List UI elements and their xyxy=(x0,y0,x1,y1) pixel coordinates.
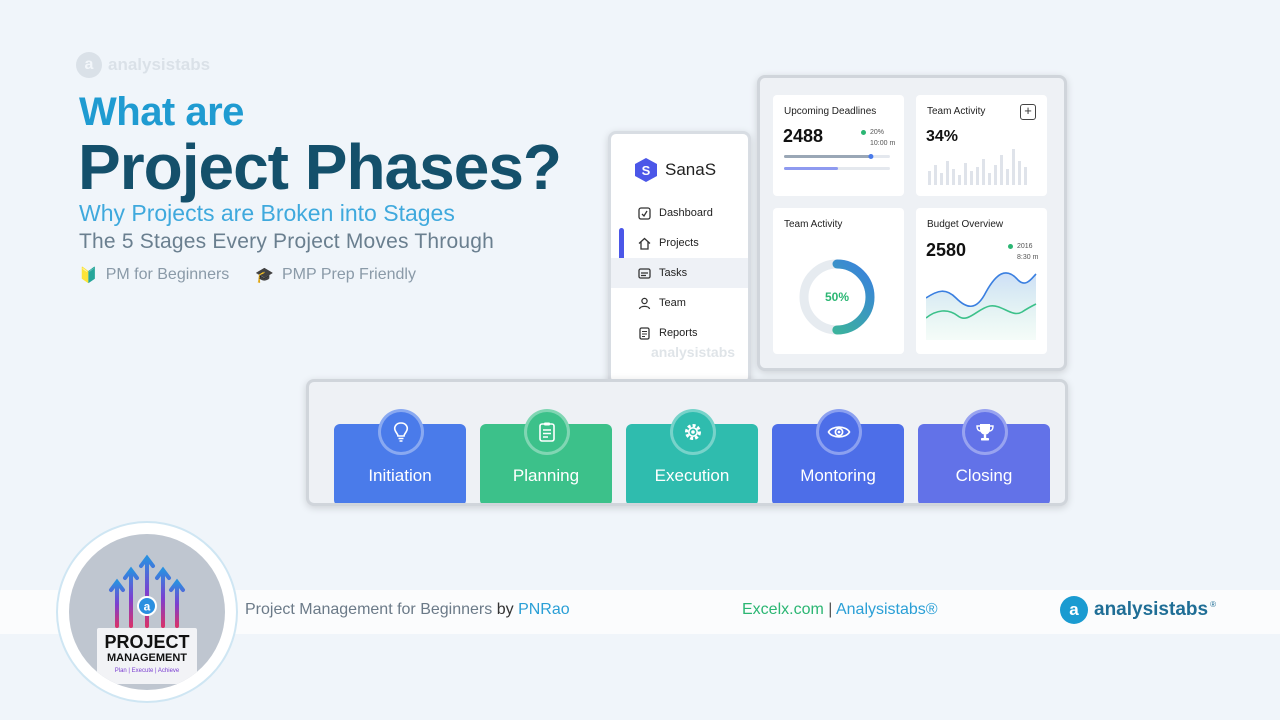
watermark-logo: a analysistabs xyxy=(76,52,210,78)
user-icon xyxy=(637,296,651,310)
deadline-secondary-fill xyxy=(784,167,838,170)
badge-title: PROJECT xyxy=(104,632,190,652)
mini-stat: 20% 10:00 m xyxy=(861,127,895,149)
upcoming-deadlines-tile[interactable]: Upcoming Deadlines 2488 20% 10:00 m xyxy=(773,95,904,196)
sidebar-item-label: Team xyxy=(659,297,686,309)
eye-icon xyxy=(816,409,862,455)
sidebar-brand[interactable]: S SanaS xyxy=(635,158,716,182)
deadline-progress-bars xyxy=(784,154,890,170)
deadline-progress-fill xyxy=(784,155,871,158)
footer-course-credit: Project Management for Beginners by PNRa… xyxy=(245,601,570,619)
sidebar-item-reports[interactable]: Reports xyxy=(611,318,748,348)
course-badge-inner: a PROJECT MANAGEMENT Plan | Execute | Ac… xyxy=(69,534,225,690)
footer-course: Project Management for Beginners xyxy=(245,601,493,618)
phase-monitoring[interactable]: Montoring xyxy=(772,409,904,503)
footer-author[interactable]: PNRao xyxy=(518,601,570,618)
badge-plate xyxy=(97,628,197,684)
stat-year: 2016 xyxy=(1017,243,1033,250)
phases-panel: Initiation Planning Execution Montoring … xyxy=(306,379,1068,506)
team-activity-ring-tile[interactable]: Team Activity 50% xyxy=(773,208,904,354)
hero-tags: 🔰 PM for Beginners 🎓 PMP Prep Friendly xyxy=(79,266,416,284)
footer-by: by xyxy=(496,601,514,618)
trophy-icon xyxy=(962,409,1008,455)
watermark-text: analysistabs xyxy=(108,55,211,74)
sidebar-item-label: Reports xyxy=(659,327,698,339)
sidebar-nav: Dashboard Projects Tasks Team Reports xyxy=(611,198,748,348)
hero-small-title: What are xyxy=(79,90,244,134)
phase-initiation[interactable]: Initiation xyxy=(334,409,466,503)
budget-line-chart xyxy=(926,272,1037,340)
lightbulb-icon xyxy=(378,409,424,455)
deadline-progress-knob xyxy=(868,154,874,159)
tile-title: Team Activity xyxy=(784,219,843,230)
ring-value: 50% xyxy=(825,290,849,304)
phase-label: Initiation xyxy=(368,466,432,485)
tasks-icon xyxy=(637,266,651,280)
footer-brand-text: analysistabs xyxy=(1094,599,1209,620)
analysistabs-logo-icon: a xyxy=(1060,596,1088,624)
brand-name: SanaS xyxy=(665,160,717,179)
beginner-badge-icon: 🔰 xyxy=(79,267,98,284)
stat-time: 10:00 m xyxy=(870,140,896,147)
phase-execution[interactable]: Execution xyxy=(626,409,758,503)
phase-label: Execution xyxy=(654,466,730,485)
tag-pm-beginners: PM for Beginners xyxy=(105,266,230,283)
ring-progress-arc xyxy=(799,259,875,335)
sidebar-item-tasks[interactable]: Tasks xyxy=(611,258,748,288)
sidebar-item-label: Projects xyxy=(659,237,699,249)
stat-time: 8:30 m xyxy=(1017,254,1039,261)
watermark-logo-icon: a xyxy=(76,52,102,78)
graduation-cap-icon: 🎓 xyxy=(255,267,274,284)
footer-site-excelx[interactable]: Excelx.com xyxy=(742,601,824,618)
phase-closing[interactable]: Closing xyxy=(918,409,1050,503)
add-icon[interactable]: + xyxy=(1020,104,1036,120)
tile-value: 2488 xyxy=(783,126,824,146)
status-dot xyxy=(1008,243,1013,249)
brand-logo-icon: S xyxy=(635,158,657,182)
sidebar-watermark: analysistabs xyxy=(651,344,736,360)
footer-separator: | xyxy=(828,601,833,618)
sidebar-item-projects[interactable]: Projects xyxy=(611,228,748,258)
sidebar-item-label: Dashboard xyxy=(659,207,713,219)
tile-title: Budget Overview xyxy=(927,219,1004,230)
rising-arrows-icon: a xyxy=(109,554,185,628)
svg-text:a: a xyxy=(144,600,151,614)
tile-value: 2580 xyxy=(926,240,967,260)
footer-sites: Excelx.com | Analysistabs® xyxy=(742,601,938,619)
dashboard-panel: Upcoming Deadlines 2488 20% 10:00 m Team… xyxy=(757,75,1067,371)
gear-icon xyxy=(670,409,716,455)
tile-value: 34% xyxy=(926,128,959,145)
footer-brand-logo[interactable]: a analysistabs ® xyxy=(1060,596,1216,624)
activity-bar-sparkline xyxy=(928,149,1027,185)
reports-icon xyxy=(637,326,651,340)
phase-label: Planning xyxy=(512,466,580,485)
tile-title: Team Activity xyxy=(927,106,986,117)
tile-title: Upcoming Deadlines xyxy=(784,106,877,117)
badge-tagline: Plan | Execute | Achieve xyxy=(114,668,180,674)
home-icon xyxy=(637,236,651,250)
sidebar-item-team[interactable]: Team xyxy=(611,288,748,318)
status-dot xyxy=(861,129,866,135)
footer-site-analysistabs[interactable]: Analysistabs® xyxy=(835,601,938,618)
course-badge: a PROJECT MANAGEMENT Plan | Execute | Ac… xyxy=(58,523,236,701)
hero-subtitle-2: The 5 Stages Every Project Moves Through xyxy=(79,230,494,253)
activity-ring-chart: 50% xyxy=(799,259,875,335)
dashboard-icon xyxy=(637,206,651,220)
clipboard-icon xyxy=(524,409,570,455)
mini-stat: 2016 8:30 m xyxy=(1008,241,1038,263)
sidebar-item-dashboard[interactable]: Dashboard xyxy=(611,198,748,228)
phase-planning[interactable]: Planning xyxy=(480,409,612,503)
sidebar-panel: S SanaS Dashboard Projects Tasks Tea xyxy=(608,131,751,385)
stat-percent: 20% xyxy=(870,129,885,136)
phase-label: Closing xyxy=(955,466,1013,485)
hero-big-title: Project Phases? xyxy=(78,131,562,203)
registered-mark: ® xyxy=(1210,599,1216,609)
budget-overview-tile[interactable]: Budget Overview 2580 2016 8:30 m xyxy=(916,208,1047,354)
phase-label: Montoring xyxy=(800,466,876,485)
badge-subtitle: MANAGEMENT xyxy=(106,652,188,664)
hero-subtitle-1: Why Projects are Broken into Stages xyxy=(79,200,455,226)
team-activity-bars-tile[interactable]: Team Activity + 34% xyxy=(916,95,1047,196)
tag-pmp-prep: PMP Prep Friendly xyxy=(281,266,416,283)
sidebar-item-label: Tasks xyxy=(659,267,688,279)
